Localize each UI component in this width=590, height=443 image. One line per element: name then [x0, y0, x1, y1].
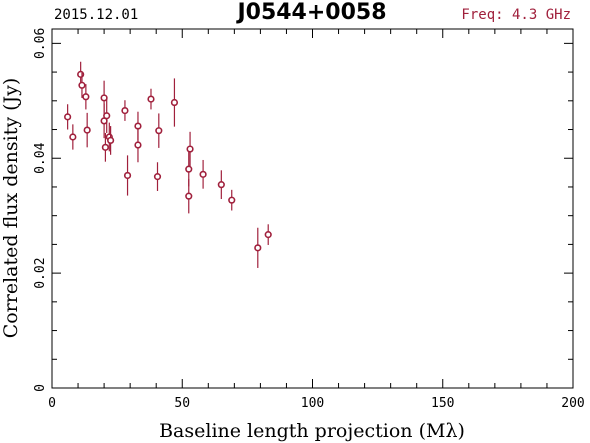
- point-marker: [186, 145, 194, 153]
- data-point: [155, 113, 163, 148]
- x-tick-label: 50: [174, 396, 190, 411]
- data-point: [82, 84, 90, 110]
- point-marker: [82, 93, 90, 101]
- data-point: [107, 126, 115, 155]
- data-point: [101, 132, 110, 162]
- data-point: [78, 72, 86, 98]
- data-point: [199, 159, 207, 189]
- data-point: [254, 227, 262, 268]
- y-axis-label: Correlated flux density (Jy): [0, 78, 22, 339]
- point-marker: [185, 165, 193, 173]
- point-marker: [153, 173, 162, 181]
- point-marker: [78, 81, 86, 89]
- point-marker: [100, 94, 108, 102]
- x-tick-label: 0: [48, 396, 56, 411]
- y-tick-label: 0: [33, 384, 48, 392]
- y-tick-label: 0.02: [33, 257, 48, 288]
- point-marker: [147, 95, 155, 103]
- observation-date: 2015.12.01: [54, 7, 138, 23]
- x-tick-label: 100: [301, 396, 324, 411]
- point-marker: [103, 112, 111, 120]
- y-axis-ticks: [52, 42, 573, 389]
- point-marker: [83, 126, 91, 134]
- data-point: [228, 189, 236, 211]
- point-marker: [155, 127, 163, 135]
- y-axis-tick-labels: 0 0.02 0.04 0.06: [33, 28, 48, 392]
- point-marker: [121, 106, 129, 115]
- point-marker: [264, 231, 272, 239]
- frequency-label: Freq: 4.3 GHz: [461, 7, 571, 23]
- point-marker: [199, 170, 207, 178]
- data-point: [170, 78, 179, 127]
- data-points: [64, 61, 272, 268]
- y-tick-label: 0.06: [33, 28, 48, 59]
- data-point: [69, 124, 77, 150]
- data-point: [103, 98, 111, 133]
- data-point: [83, 112, 91, 148]
- point-marker: [185, 192, 193, 200]
- data-point: [186, 131, 194, 167]
- point-marker: [170, 98, 179, 107]
- source-title: J0544+0058: [235, 0, 386, 25]
- data-point: [121, 100, 129, 121]
- point-marker: [101, 143, 110, 151]
- data-point: [153, 162, 162, 191]
- point-marker: [107, 136, 115, 145]
- point-marker: [123, 171, 132, 180]
- data-point: [147, 88, 155, 110]
- data-point: [64, 104, 72, 130]
- data-point: [185, 178, 193, 214]
- point-marker: [69, 133, 77, 141]
- y-tick-label: 0.04: [33, 142, 48, 173]
- x-axis-ticks: [51, 29, 574, 388]
- x-axis-tick-labels: 0 50 100 150 200: [48, 396, 585, 411]
- x-axis-label: Baseline length projection (Mλ): [159, 420, 465, 442]
- data-point: [134, 127, 142, 163]
- data-point: [264, 224, 272, 245]
- point-marker: [77, 70, 85, 78]
- x-tick-label: 150: [431, 396, 454, 411]
- data-point: [217, 170, 225, 200]
- point-marker: [134, 141, 142, 149]
- data-point: [100, 103, 108, 139]
- point-marker: [254, 244, 262, 252]
- point-marker: [64, 113, 72, 121]
- point-marker: [228, 196, 236, 204]
- x-tick-label: 200: [561, 396, 584, 411]
- plot-frame: [51, 28, 574, 389]
- point-marker: [217, 181, 225, 189]
- data-point: [123, 155, 132, 196]
